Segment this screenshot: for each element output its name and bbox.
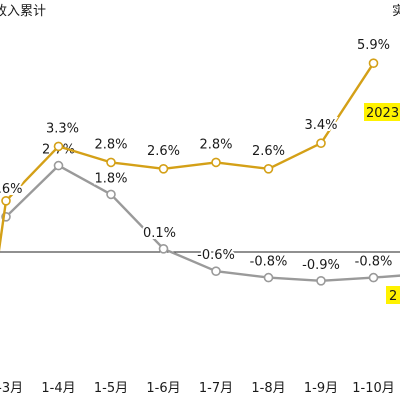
- data-label: -0.8%: [355, 255, 393, 270]
- data-label: 2.8%: [199, 137, 232, 152]
- data-point: [368, 58, 379, 69]
- data-point: [106, 189, 116, 200]
- data-label: 3.3%: [46, 121, 79, 136]
- series-tag-label: 2023: [366, 106, 399, 121]
- data-label: -0.9%: [302, 258, 340, 273]
- data-point: [53, 160, 64, 171]
- data-point: [211, 157, 221, 168]
- top-right-fragment: 实: [392, 4, 400, 19]
- x-tick-label: 1-6月: [146, 381, 180, 396]
- x-axis-ticks: 1-3月 1-4月 1-5月 1-6月 1-7月 1-8月 1-9月 1-10月: [0, 381, 395, 396]
- data-point: [368, 272, 379, 283]
- series-line-2: [5, 164, 400, 282]
- data-label: -0.8%: [250, 255, 288, 270]
- data-label: 1.6%: [0, 182, 23, 197]
- data-point: [158, 164, 169, 174]
- data-point: [158, 244, 169, 254]
- data-point: [263, 272, 274, 283]
- x-tick-label: 1-10月: [352, 381, 395, 396]
- data-label: 2.6%: [147, 144, 180, 159]
- data-point: [1, 196, 11, 206]
- series-layer: 2.7%1.8%0.1%-0.6%-0.8%-0.9%-0.8%1.6%3.3%…: [0, 36, 400, 304]
- data-point: [316, 138, 326, 148]
- series-tag-box: [364, 103, 400, 121]
- data-label: 1.8%: [94, 171, 127, 186]
- x-tick-label: 1-7月: [199, 381, 233, 396]
- x-tick-label: 1-8月: [251, 381, 285, 396]
- series-tag-second: 2: [386, 286, 400, 304]
- series-tag-label: 2: [389, 289, 397, 304]
- data-label: 0.1%: [143, 226, 176, 241]
- x-tick-label: 1-9月: [304, 381, 338, 396]
- data-point: [263, 164, 274, 174]
- data-label: -0.6%: [197, 248, 235, 263]
- data-point: [316, 275, 326, 286]
- x-tick-label: 1-5月: [94, 381, 128, 396]
- data-point: [53, 141, 64, 152]
- chart-title-fragment: 收入累计: [0, 4, 46, 19]
- data-point: [211, 266, 221, 277]
- series-tag-2023: 2023: [364, 103, 400, 121]
- data-label: 2.8%: [94, 137, 127, 152]
- data-label: 5.9%: [357, 38, 390, 53]
- data-label: 2.6%: [252, 144, 285, 159]
- x-tick-label: 1-4月: [41, 381, 75, 396]
- x-tick-label: 1-3月: [0, 381, 23, 396]
- series-tag-box: [386, 286, 400, 304]
- data-label: 3.4%: [304, 118, 337, 133]
- data-point: [106, 157, 116, 168]
